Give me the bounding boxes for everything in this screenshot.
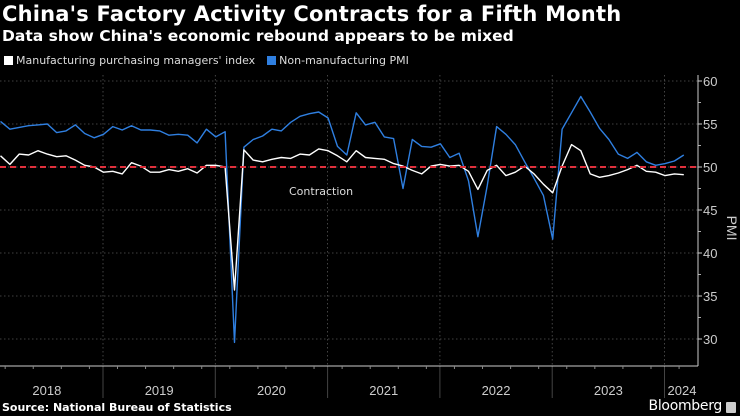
x-tick-label: 2021 [369,383,398,398]
legend-swatch-non-manufacturing [267,56,277,65]
y-tick-label: 40 [703,246,717,261]
legend-item-non-manufacturing: Non-manufacturing PMI [267,54,409,67]
x-tick-label: 2022 [482,383,511,398]
series-line-manufacturing [0,143,684,291]
chart-subtitle: Data show China's economic rebound appea… [2,27,514,45]
x-tick-label: 2023 [594,383,623,398]
x-tick-label: 2020 [257,383,286,398]
x-tick-label: 2018 [32,383,61,398]
y-tick-label: 55 [703,117,717,132]
y-tick-label: 50 [703,160,717,175]
y-tick-label: 30 [703,332,717,347]
x-tick-label: 2024 [668,383,697,398]
bloomberg-chart-icon [726,402,736,413]
legend-swatch-manufacturing [4,56,13,65]
y-tick-label: 35 [703,289,717,304]
source-note: Source: National Bureau of Statistics [2,401,232,414]
contraction-label: Contraction [289,185,353,198]
series-line-non-manufacturing [0,95,685,344]
legend-label-manufacturing: Manufacturing purchasing managers' index [16,54,256,67]
legend: Manufacturing purchasing managers' index… [4,54,409,67]
legend-label-non-manufacturing: Non-manufacturing PMI [279,54,409,67]
chart-title: China's Factory Activity Contracts for a… [2,2,622,26]
y-axis-label: PMI [724,216,740,241]
bloomberg-logo: Bloomberg [648,398,723,414]
y-tick-label: 45 [703,203,717,218]
y-tick-label: 60 [703,74,717,89]
legend-item-manufacturing: Manufacturing purchasing managers' index [4,54,255,67]
x-tick-label: 2019 [145,383,174,398]
